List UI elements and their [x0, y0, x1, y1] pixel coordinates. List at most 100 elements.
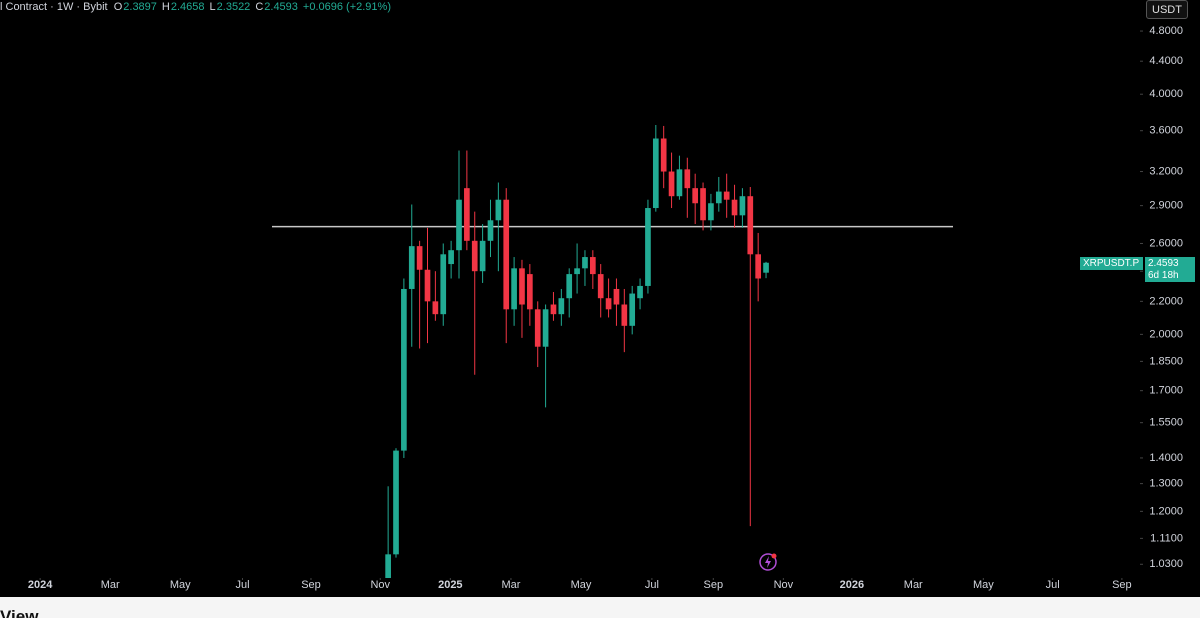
x-tick-label: Nov [370, 579, 390, 591]
y-tick-label: 4.4000 [1149, 55, 1183, 67]
candle-body [692, 188, 699, 204]
symbol: l Contract · 1W · Bybit [0, 1, 108, 13]
candle-body [708, 203, 714, 221]
ohlc-key: L [209, 1, 216, 13]
y-tick-label: 3.6000 [1149, 125, 1183, 137]
candle-body [660, 138, 667, 172]
y-tick-label: 2.6000 [1149, 237, 1183, 249]
currency-button[interactable]: USDT [1146, 0, 1188, 19]
candle-body [621, 304, 628, 326]
y-tick-label: 1.2000 [1149, 505, 1183, 517]
candle-body [519, 268, 525, 305]
candle-body [763, 262, 769, 273]
candle-body [440, 254, 447, 315]
candle-body [385, 554, 391, 578]
y-tick-label: 1.1100 [1150, 532, 1183, 544]
y-tick-label: 4.8000 [1149, 25, 1183, 37]
y-tick-label: 1.7000 [1149, 385, 1183, 397]
ohlc-key: H [161, 1, 170, 13]
y-tick-label: 1.8500 [1149, 355, 1183, 367]
candle-body [731, 199, 738, 216]
candle-body [503, 199, 510, 310]
candle-body [464, 188, 470, 241]
candle-body [456, 199, 462, 251]
x-tick-label: 2026 [840, 579, 864, 591]
ohlc-value: 2.4658 [170, 1, 205, 13]
candle-body [542, 309, 549, 347]
candle-body [629, 293, 636, 326]
x-tick-label: Mar [101, 579, 120, 591]
candle-body [605, 298, 612, 310]
x-tick-label: Nov [774, 579, 794, 591]
x-tick-label: Jul [235, 579, 249, 591]
candle-body [534, 309, 541, 347]
candle-body [739, 196, 746, 216]
ohlc-key: O [113, 1, 123, 13]
x-tick-label: 2025 [438, 579, 462, 591]
price-tag-symbol: XRPUSDT.P [1080, 257, 1143, 270]
y-tick-label: 3.2000 [1149, 165, 1183, 177]
y-tick-label: 2.0000 [1149, 328, 1183, 340]
candle-body [487, 220, 494, 241]
price-tag: XRPUSDT.P 2.4593 6d 18h [1080, 257, 1195, 282]
candle-body [747, 196, 754, 255]
candle-body [589, 257, 596, 275]
y-tick-label: 2.9000 [1149, 200, 1183, 212]
change: +0.0696 (+2.91%) [302, 1, 391, 13]
candle-body [700, 188, 706, 221]
x-tick-label: Sep [1112, 579, 1132, 591]
candle-body [408, 246, 415, 289]
candle-body [676, 169, 683, 197]
price-tag-price: 2.4593 [1148, 258, 1179, 269]
x-tick-label: Jul [1046, 579, 1060, 591]
candle-body [597, 274, 604, 299]
price-tag-box: 2.4593 6d 18h [1145, 257, 1195, 282]
candle-body [613, 288, 620, 305]
candle-body [479, 240, 486, 272]
candle-body [566, 274, 573, 299]
candle-body [637, 285, 643, 299]
x-tick-label: Mar [501, 579, 520, 591]
candle-body [574, 268, 580, 275]
x-tick-label: May [170, 579, 191, 591]
candle-body [684, 169, 691, 189]
candle-body [582, 257, 588, 269]
candle-body [668, 171, 675, 197]
x-tick-label: 2024 [28, 579, 53, 591]
candle-body [723, 191, 730, 200]
y-tick-label: 1.0300 [1149, 558, 1183, 570]
candle-body [495, 199, 502, 221]
legend-header: l Contract · 1W · Bybit O2.3897 H2.4658 L2… [0, 1, 396, 13]
event-icon-bolt [765, 556, 771, 568]
y-tick-label: 4.0000 [1149, 88, 1183, 100]
candle-body [448, 250, 454, 265]
candle-body [645, 208, 651, 286]
candle-body [416, 246, 423, 270]
x-tick-label: May [571, 579, 592, 591]
ohlc-key: C [255, 1, 264, 13]
x-tick-label: Sep [703, 579, 723, 591]
candle-body [652, 138, 659, 209]
candle-body [393, 450, 399, 555]
price-tag-countdown: 6d 18h [1148, 270, 1179, 281]
plot-area [272, 124, 953, 578]
x-tick-label: May [973, 579, 994, 591]
chart: 1.0300 1.1100 1.2000 1.3000 1.4000 1.5500 1.70… [28, 25, 1183, 591]
candle-body [527, 274, 533, 310]
x-tick-label: Jul [645, 579, 659, 591]
event-dot [771, 553, 777, 559]
y-tick-label: 2.2000 [1149, 295, 1183, 307]
ohlc-value: 2.3897 [123, 1, 157, 13]
footer: View [0, 597, 1200, 618]
candle-body [471, 240, 478, 272]
candle-body [401, 288, 407, 451]
candle-body [715, 191, 722, 204]
footer-text: View [0, 607, 39, 618]
candle-body [432, 301, 439, 315]
candle-body [424, 269, 431, 302]
candle-body [511, 268, 517, 310]
event-icon[interactable] [759, 553, 777, 571]
ohlc-value: 2.3522 [216, 1, 251, 13]
x-tick-label: Mar [904, 579, 923, 591]
